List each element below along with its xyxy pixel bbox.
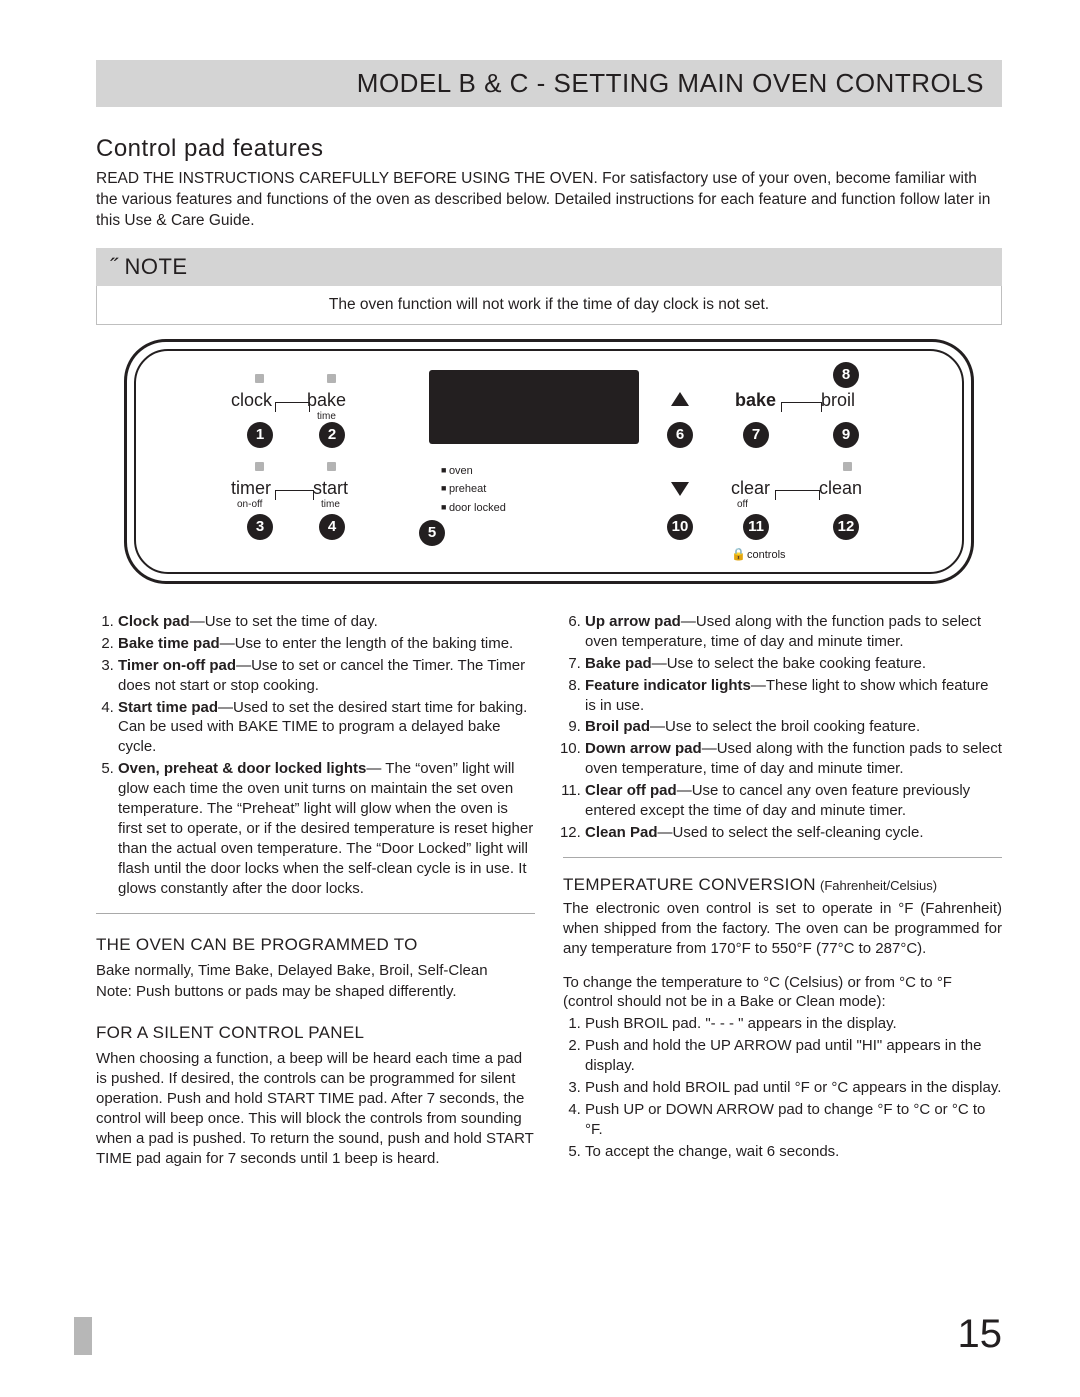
clear-sub: off [737, 499, 748, 510]
feature-item: Clock pad—Use to set the time of day. [118, 612, 535, 632]
programmed-body: Bake normally, Time Bake, Delayed Bake, … [96, 961, 535, 981]
clock-label: clock [231, 390, 272, 411]
feature-item: Clean Pad—Used to select the self-cleani… [585, 823, 1002, 843]
indicator-lights: oven preheat door locked [441, 462, 506, 518]
control-panel-diagram: oven preheat door locked clock bake time… [124, 339, 974, 584]
clean-label: clean [819, 478, 862, 499]
intro-text: READ THE INSTRUCTIONS CAREFULLY BEFORE U… [96, 169, 1002, 232]
feature-item: Down arrow pad—Used along with the funct… [585, 739, 1002, 779]
temp-step: Push UP or DOWN ARROW pad to change °F t… [585, 1100, 1002, 1140]
feature-item: Start time pad—Used to set the desired s… [118, 698, 535, 758]
side-tab [74, 1317, 92, 1355]
temp-step: Push and hold BROIL pad until °F or °C a… [585, 1078, 1002, 1098]
dot [327, 462, 336, 471]
left-column: Clock pad—Use to set the time of day.Bak… [96, 612, 535, 1171]
silent-heading: FOR A SILENT CONTROL PANEL [96, 1022, 535, 1045]
feature-list-right: Up arrow pad—Used along with the functio… [563, 612, 1002, 843]
section-title: Control pad features [96, 135, 1002, 163]
dot [255, 462, 264, 471]
temp-step: Push BROIL pad. "- - - " appears in the … [585, 1014, 1002, 1034]
bake-time-sub: time [317, 411, 336, 422]
indicator-preheat: preheat [441, 480, 506, 499]
temp-body: The electronic oven control is set to op… [563, 899, 1002, 959]
feature-item: Broil pad—Use to select the broil cookin… [585, 717, 1002, 737]
programmed-note: Note: Push buttons or pads may be shaped… [96, 982, 535, 1002]
up-arrow-icon [671, 392, 689, 406]
callout-5: 5 [419, 520, 445, 546]
indicator-door-locked: door locked [441, 499, 506, 518]
callout-12: 12 [833, 514, 859, 540]
programmed-heading: THE OVEN CAN BE PROGRAMMED TO [96, 934, 535, 957]
feature-item: Bake time pad—Use to enter the length of… [118, 634, 535, 654]
temp-step: Push and hold the UP ARROW pad until "HI… [585, 1036, 1002, 1076]
callout-1: 1 [247, 422, 273, 448]
start-label: start [313, 478, 348, 499]
start-sub: time [321, 499, 340, 510]
bake-label: bake [735, 390, 776, 411]
feature-item: Oven, preheat & door locked lights— The … [118, 759, 535, 899]
dot [843, 462, 852, 471]
temp-step: To accept the change, wait 6 seconds. [585, 1142, 1002, 1162]
temp-steps: Push BROIL pad. "- - - " appears in the … [563, 1014, 1002, 1162]
callout-3: 3 [247, 514, 273, 540]
feature-item: Clear off pad—Use to cancel any oven fea… [585, 781, 1002, 821]
callout-11: 11 [743, 514, 769, 540]
feature-item: Feature indicator lights—These light to … [585, 676, 1002, 716]
temp-change: To change the temperature to °C (Celsius… [563, 973, 1002, 1013]
temp-hint: (Fahrenheit/Celsius) [820, 878, 937, 893]
temp-heading: TEMPERATURE CONVERSION [563, 875, 816, 894]
broil-label: broil [821, 390, 855, 411]
note-text: The oven function will not work if the t… [96, 286, 1002, 325]
controls-label: controls [747, 549, 786, 561]
right-column: Up arrow pad—Used along with the functio… [563, 612, 1002, 1171]
callout-8: 8 [833, 362, 859, 388]
clear-label: clear [731, 478, 770, 499]
page-header: MODEL B & C - SETTING MAIN OVEN CONTROLS [96, 60, 1002, 107]
note-label: ˝ NOTE [96, 248, 1002, 286]
indicator-oven: oven [441, 462, 506, 481]
callout-2: 2 [319, 422, 345, 448]
silent-body: When choosing a function, a beep will be… [96, 1049, 535, 1169]
bake-time-label: bake [307, 390, 346, 411]
feature-item: Up arrow pad—Used along with the functio… [585, 612, 1002, 652]
dot [327, 374, 336, 383]
callout-7: 7 [743, 422, 769, 448]
down-arrow-icon [671, 482, 689, 496]
callout-6: 6 [667, 422, 693, 448]
feature-item: Timer on-off pad—Use to set or cancel th… [118, 656, 535, 696]
callout-9: 9 [833, 422, 859, 448]
callout-10: 10 [667, 514, 693, 540]
timer-label: timer [231, 478, 271, 499]
feature-list-left: Clock pad—Use to set the time of day.Bak… [96, 612, 535, 899]
display-screen [429, 370, 639, 444]
lock-icon: 🔒 [731, 547, 746, 561]
note-box: ˝ NOTE The oven function will not work i… [96, 248, 1002, 325]
callout-4: 4 [319, 514, 345, 540]
timer-sub: on-off [237, 499, 262, 510]
feature-item: Bake pad—Use to select the bake cooking … [585, 654, 1002, 674]
page-number: 15 [958, 1312, 1003, 1357]
dot [255, 374, 264, 383]
